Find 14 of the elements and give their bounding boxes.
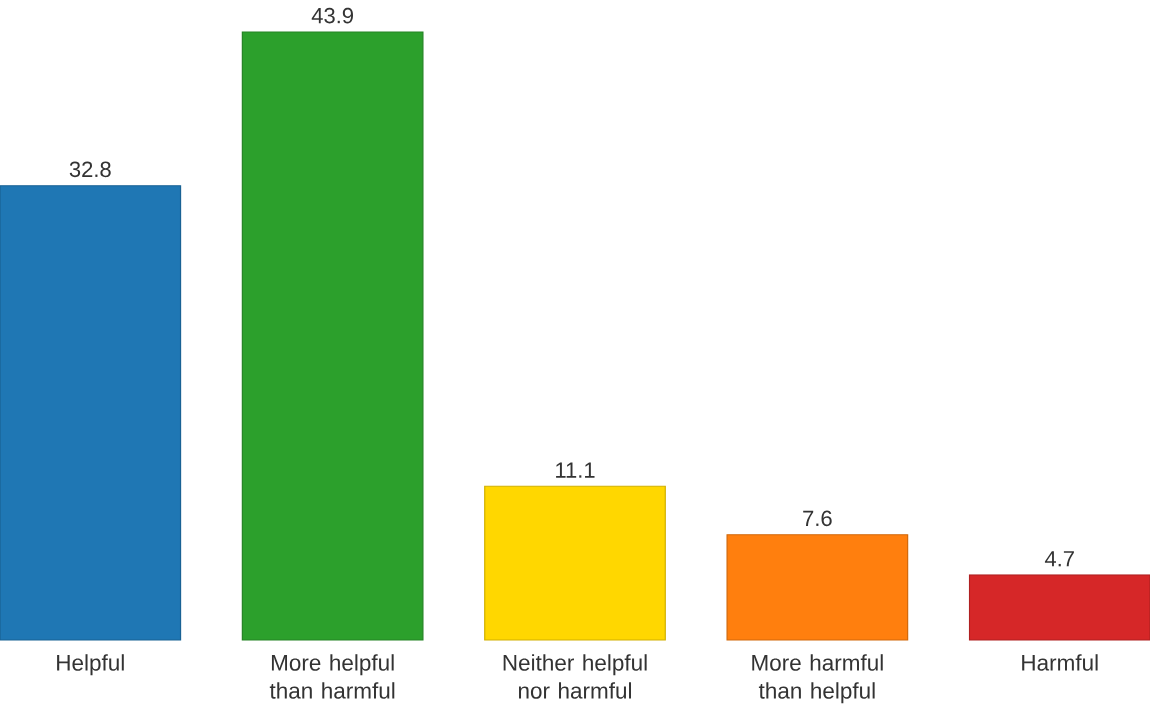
data-label: 11.1 — [556, 462, 595, 478]
data-label: 43.9 — [311, 7, 354, 24]
bar — [484, 485, 666, 641]
x-tick-label: Helpful — [57, 654, 124, 676]
bar — [241, 31, 424, 641]
bar — [726, 534, 909, 641]
data-label: 7.6 — [803, 510, 832, 527]
x-tick-label: Harmful — [1022, 654, 1098, 671]
data-label: 32.8 — [69, 161, 111, 178]
x-tick-label: More helpful than harmful — [269, 654, 395, 699]
bar — [0, 185, 182, 641]
data-label: 4.7 — [1044, 551, 1074, 567]
x-tick-label: Neither helpful nor harmful — [503, 654, 647, 699]
x-tick-label: More harmful than helpful — [752, 654, 883, 704]
